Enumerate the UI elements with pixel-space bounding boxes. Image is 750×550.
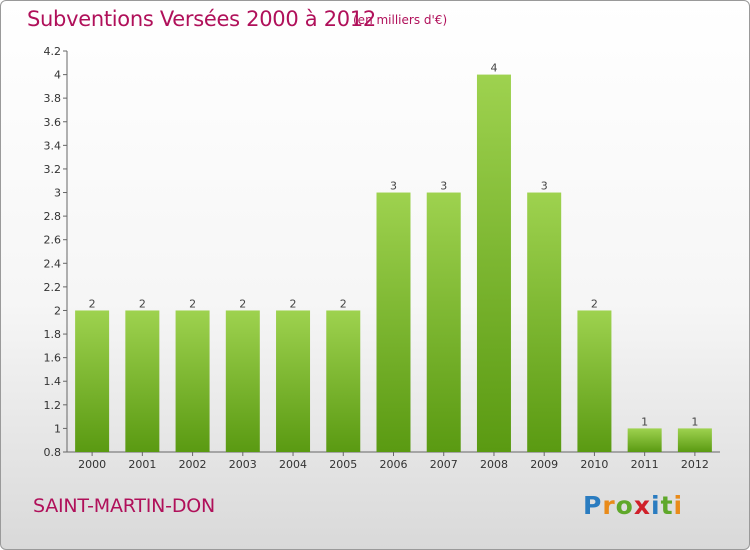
bar	[627, 428, 662, 452]
bar	[175, 310, 210, 452]
x-tick-label: 2011	[631, 458, 659, 471]
data-label: 2	[89, 297, 96, 310]
bar	[225, 310, 260, 452]
y-tick-label: 3.6	[44, 116, 62, 129]
y-tick-label: 4	[54, 69, 61, 82]
bar	[376, 192, 411, 452]
x-tick-label: 2008	[480, 458, 508, 471]
logo-letter: o	[615, 491, 634, 520]
x-tick-label: 2007	[430, 458, 458, 471]
logo-letter: x	[633, 491, 651, 520]
x-tick-label: 2006	[380, 458, 408, 471]
y-tick-label: 3.2	[44, 163, 62, 176]
chart-axes: 0.8 1 1.2 1.4 1.6 1.8 2 2.2 2.4 2.6 2.8 3 3.2 3.4 3.6 3…	[44, 45, 720, 471]
logo-letter: P	[583, 491, 603, 520]
bar-series: 2 2 2 2 2 2 3 3 4 3 2 1 1	[75, 62, 712, 453]
logo-letter: i	[673, 491, 684, 520]
y-tick-label: 3.4	[44, 139, 62, 152]
bar	[326, 310, 361, 452]
y-tick-label: 2.4	[44, 257, 62, 270]
chart-title: Subventions Versées 2000 à 2012	[27, 7, 376, 31]
bar	[677, 428, 712, 452]
y-tick-label: 3.8	[44, 92, 62, 105]
y-tick-label: 1.2	[44, 399, 62, 412]
data-label: 2	[290, 297, 297, 310]
data-label: 4	[490, 62, 497, 75]
bar	[75, 310, 110, 452]
data-label: 3	[541, 180, 548, 193]
y-tick-label: 1.8	[44, 328, 62, 341]
logo-letter: i	[651, 491, 661, 520]
x-tick-label: 2005	[329, 458, 357, 471]
bar	[476, 74, 511, 453]
unit-note: (en milliers d'€)	[353, 13, 448, 27]
bar	[426, 192, 461, 452]
bar	[125, 310, 160, 452]
x-tick-label: 2009	[530, 458, 558, 471]
x-tick-label: 2000	[78, 458, 106, 471]
data-label: 2	[340, 297, 347, 310]
y-tick-label: 1.4	[44, 375, 62, 388]
y-tick-label: 0.8	[44, 446, 62, 459]
logo-letter: r	[602, 491, 616, 520]
x-tick-label: 2001	[128, 458, 156, 471]
proxiti-logo: Proxiti	[583, 491, 683, 520]
x-tick-label: 2012	[681, 458, 709, 471]
data-label: 2	[591, 297, 598, 310]
y-tick-label: 2	[54, 304, 61, 317]
x-tick-label: 2010	[580, 458, 608, 471]
bar	[577, 310, 612, 452]
y-tick-label: 1	[54, 422, 61, 435]
bar	[276, 310, 311, 452]
x-tick-label: 2003	[229, 458, 257, 471]
y-tick-label: 3	[54, 187, 61, 200]
logo-letter: t	[660, 491, 674, 520]
y-tick-label: 4.2	[44, 45, 62, 58]
data-label: 2	[239, 297, 246, 310]
y-tick-label: 2.6	[44, 234, 62, 247]
data-label: 3	[440, 180, 447, 193]
x-tick-label: 2002	[179, 458, 207, 471]
y-tick-label: 1.6	[44, 352, 62, 365]
y-tick-label: 2.8	[44, 210, 62, 223]
bar	[527, 192, 562, 452]
x-tick-label: 2004	[279, 458, 307, 471]
commune-name: SAINT-MARTIN-DON	[33, 495, 216, 517]
y-tick-label: 2.2	[44, 281, 62, 294]
data-label: 2	[139, 297, 146, 310]
data-label: 1	[691, 415, 698, 428]
data-label: 3	[390, 180, 397, 193]
data-label: 2	[189, 297, 196, 310]
data-label: 1	[641, 415, 648, 428]
